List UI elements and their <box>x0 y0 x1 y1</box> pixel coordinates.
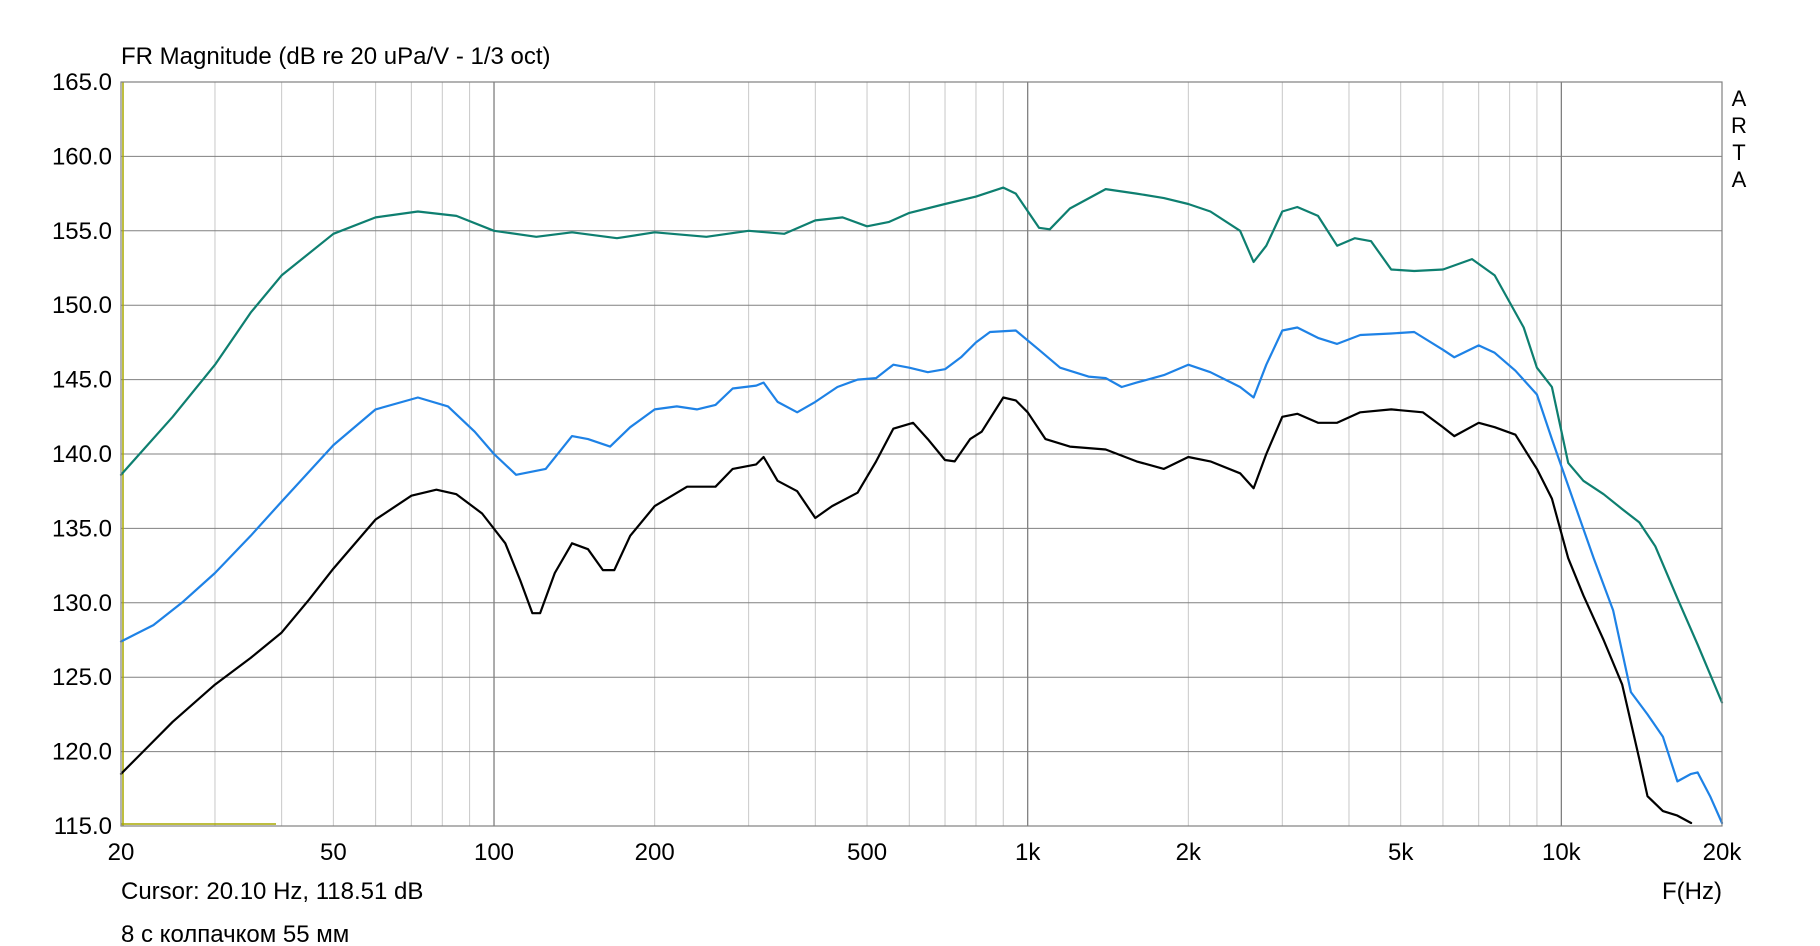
y-tick-label: 130.0 <box>52 590 112 617</box>
x-tick-label: 100 <box>474 839 514 866</box>
plot-frame <box>120 81 1723 827</box>
y-tick-label: 165.0 <box>52 69 112 96</box>
brand-letter: T <box>1732 140 1745 165</box>
cursor-readout: Cursor: 20.10 Hz, 118.51 dB <box>121 878 423 905</box>
x-tick-label: 20 <box>108 839 135 866</box>
x-tick-label: 500 <box>847 839 887 866</box>
y-tick-label: 135.0 <box>52 515 112 542</box>
x-tick-label: 50 <box>320 839 347 866</box>
y-tick-label: 140.0 <box>52 441 112 468</box>
y-axis-ticks: 115.0 120.0 125.0 130.0 135.0 140.0 145.0 150.0… <box>52 69 112 840</box>
series-line-3 <box>119 396 1693 825</box>
x-axis-ticks: 20 50 100 200 500 1k 2k 5k 10k 20k <box>108 839 1743 866</box>
brand-letter: R <box>1731 113 1747 138</box>
y-tick-label: 160.0 <box>52 143 112 170</box>
brand-letter: A <box>1732 86 1747 111</box>
x-tick-label: 5k <box>1388 839 1414 866</box>
y-tick-label: 155.0 <box>52 218 112 245</box>
grid <box>121 82 1722 826</box>
y-tick-label: 120.0 <box>52 739 112 766</box>
x-axis-label: F(Hz) <box>1662 878 1722 905</box>
measurement-note: 8 с колпачком 55 мм <box>121 921 349 946</box>
chart-title: FR Magnitude (dB re 20 uPa/V - 1/3 oct) <box>121 43 551 70</box>
x-tick-label: 200 <box>635 839 675 866</box>
x-tick-label: 2k <box>1176 839 1202 866</box>
brand-letter: A <box>1732 167 1747 192</box>
y-tick-label: 145.0 <box>52 367 112 394</box>
x-tick-label: 1k <box>1015 839 1041 866</box>
x-tick-label: 20k <box>1703 839 1743 866</box>
y-tick-label: 125.0 <box>52 664 112 691</box>
cursor-marker-group <box>121 82 276 826</box>
series-line-2 <box>119 326 1724 825</box>
series-line-1 <box>119 186 1724 704</box>
x-tick-label: 10k <box>1542 839 1582 866</box>
y-tick-label: 150.0 <box>52 292 112 319</box>
y-tick-label: 115.0 <box>54 813 112 840</box>
series-group <box>119 186 1724 825</box>
